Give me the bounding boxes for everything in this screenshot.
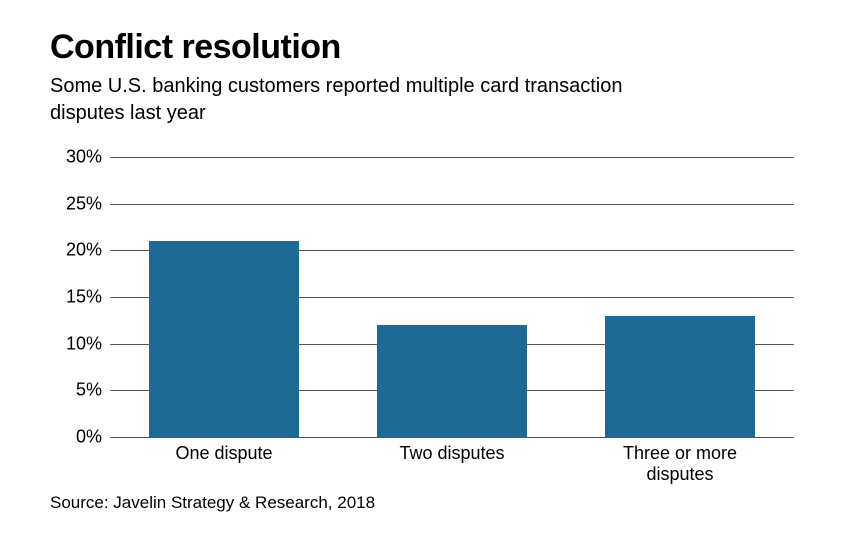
bar [377,325,527,437]
y-tick-label: 15% [66,287,102,308]
y-tick-label: 10% [66,333,102,354]
y-tick-label: 5% [76,380,102,401]
x-axis-labels: One disputeTwo disputesThree or moredisp… [110,437,794,477]
x-tick-label: One dispute [110,437,338,477]
chart-page: Conflict resolution Some U.S. banking cu… [0,0,844,550]
y-tick-label: 25% [66,193,102,214]
plot-area [110,157,794,437]
y-tick-label: 30% [66,147,102,168]
bar-slot [110,157,338,437]
chart-title: Conflict resolution [50,28,794,67]
bar [605,316,755,437]
y-axis: 0%5%10%15%20%25%30% [50,157,110,437]
y-tick-label: 0% [76,427,102,448]
bar [149,241,299,437]
chart-area: 0%5%10%15%20%25%30% One disputeTwo dispu… [50,157,794,477]
bar-slot [566,157,794,437]
bar-slot [338,157,566,437]
x-tick-label: Two disputes [338,437,566,477]
chart-subtitle: Some U.S. banking customers reported mul… [50,73,690,127]
source-text: Source: Javelin Strategy & Research, 201… [50,493,794,513]
y-tick-label: 20% [66,240,102,261]
x-tick-label: Three or moredisputes [566,437,794,477]
bars-container [110,157,794,437]
